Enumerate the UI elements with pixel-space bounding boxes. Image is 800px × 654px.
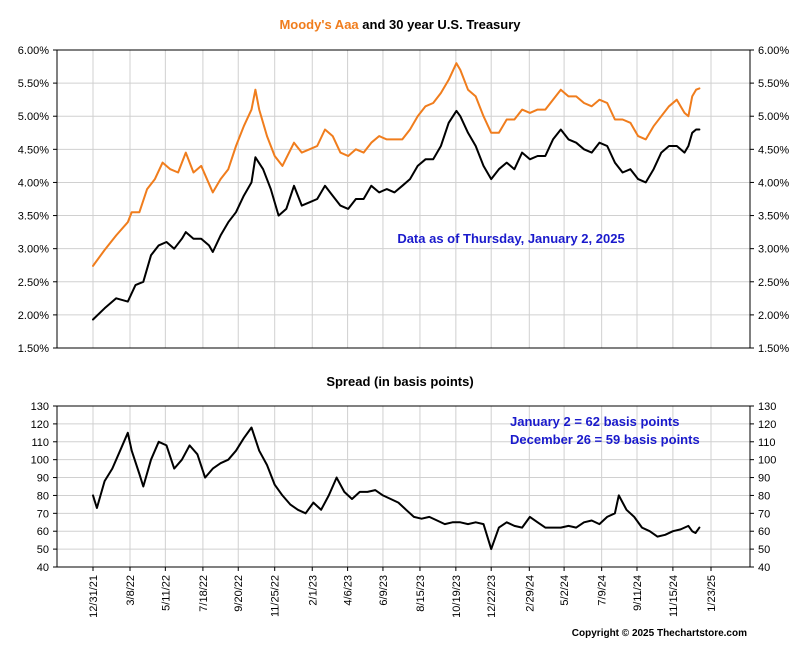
spread-plot-frame <box>56 405 751 568</box>
spread-y-tick-label-right: 120 <box>758 419 776 431</box>
chart-title-highlight: Moody's Aaa <box>279 17 359 32</box>
spread-y-tick-label: 90 <box>37 473 49 485</box>
spread-y-tick-label: 110 <box>31 437 49 449</box>
top-y-tick-label: 6.00% <box>18 45 49 57</box>
spread-annotation: December 26 = 59 basis points <box>510 432 700 447</box>
chart-title: Moody's Aaa and 30 year U.S. Treasury <box>279 17 521 32</box>
x-tick-label: 5/2/24 <box>559 575 571 606</box>
top-y-tick-label: 2.00% <box>18 310 49 322</box>
top-y-tick-label: 5.50% <box>18 78 49 90</box>
top-y-tick-label-right: 6.00% <box>758 45 789 57</box>
x-tick-label: 2/1/23 <box>307 575 319 606</box>
top-plot-frame <box>56 49 751 349</box>
spread-y-tick-label: 40 <box>37 562 49 574</box>
top-y-tick-label-right: 2.00% <box>758 310 789 322</box>
top-y-tick-label-right: 5.00% <box>758 111 789 123</box>
top-y-tick-label-right: 4.00% <box>758 177 789 189</box>
as-of-annotation: Data as of Thursday, January 2, 2025 <box>397 231 624 246</box>
top-y-tick-label-right: 3.50% <box>758 211 789 223</box>
spread-y-tick-label-right: 60 <box>758 526 770 538</box>
x-tick-label: 10/19/23 <box>451 575 463 618</box>
spread-series-line-0 <box>92 426 701 551</box>
spread-y-tick-label: 70 <box>37 508 49 520</box>
x-tick-label: 12/22/23 <box>486 575 498 618</box>
spread-y-tick-label: 120 <box>31 419 49 431</box>
x-tick-label: 5/11/22 <box>160 575 172 611</box>
x-tick-label: 11/25/22 <box>270 575 282 617</box>
top-y-tick-label-right: 1.50% <box>758 343 789 355</box>
x-tick-label: 8/15/23 <box>415 575 427 612</box>
x-tick-label: 2/29/24 <box>524 575 536 612</box>
top-y-tick-label: 3.00% <box>18 244 49 256</box>
top-y-tick-label: 1.50% <box>18 343 49 355</box>
top-y-tick-label: 3.50% <box>18 211 49 223</box>
x-tick-label: 11/15/24 <box>668 575 680 617</box>
spread-y-tick-label-right: 90 <box>758 473 770 485</box>
top-series-line-1 <box>92 109 701 321</box>
spread-y-tick-label-right: 130 <box>758 401 776 413</box>
spread-y-tick-label: 80 <box>37 490 49 502</box>
spread-y-tick-label-right: 50 <box>758 544 770 556</box>
top-y-tick-label: 5.00% <box>18 111 49 123</box>
spread-y-tick-label-right: 40 <box>758 562 770 574</box>
top-y-tick-label-right: 4.50% <box>758 144 789 156</box>
x-tick-label: 9/20/22 <box>233 575 245 612</box>
top-y-tick-label-right: 2.50% <box>758 277 789 289</box>
x-tick-label: 7/9/24 <box>597 575 609 606</box>
spread-y-tick-label-right: 110 <box>758 437 776 449</box>
chart-title-rest: and 30 year U.S. Treasury <box>359 17 522 32</box>
top-y-tick-label: 4.50% <box>18 144 49 156</box>
top-y-tick-label: 4.00% <box>18 177 49 189</box>
spread-annotation: January 2 = 62 basis points <box>510 414 679 429</box>
x-tick-label: 3/8/22 <box>125 575 137 606</box>
x-tick-label: 6/9/23 <box>378 575 390 606</box>
x-tick-label: 4/6/23 <box>343 575 355 606</box>
spread-y-tick-label: 50 <box>37 544 49 556</box>
x-tick-label: 1/23/25 <box>706 575 718 612</box>
spread-y-tick-label-right: 100 <box>758 455 776 467</box>
x-tick-label: 9/11/24 <box>632 575 644 611</box>
spread-y-tick-label: 130 <box>31 401 49 413</box>
x-tick-label: 7/18/22 <box>198 575 210 612</box>
spread-title: Spread (in basis points) <box>326 374 473 389</box>
top-series-line-0 <box>92 62 701 267</box>
spread-y-tick-label: 60 <box>37 526 49 538</box>
top-y-tick-label-right: 5.50% <box>758 78 789 90</box>
top-y-tick-label: 2.50% <box>18 277 49 289</box>
spread-y-tick-label-right: 80 <box>758 490 770 502</box>
spread-y-tick-label-right: 70 <box>758 508 770 520</box>
top-y-tick-label-right: 3.00% <box>758 244 789 256</box>
spread-y-tick-label: 100 <box>31 455 49 467</box>
x-tick-label: 12/31/21 <box>88 575 100 618</box>
